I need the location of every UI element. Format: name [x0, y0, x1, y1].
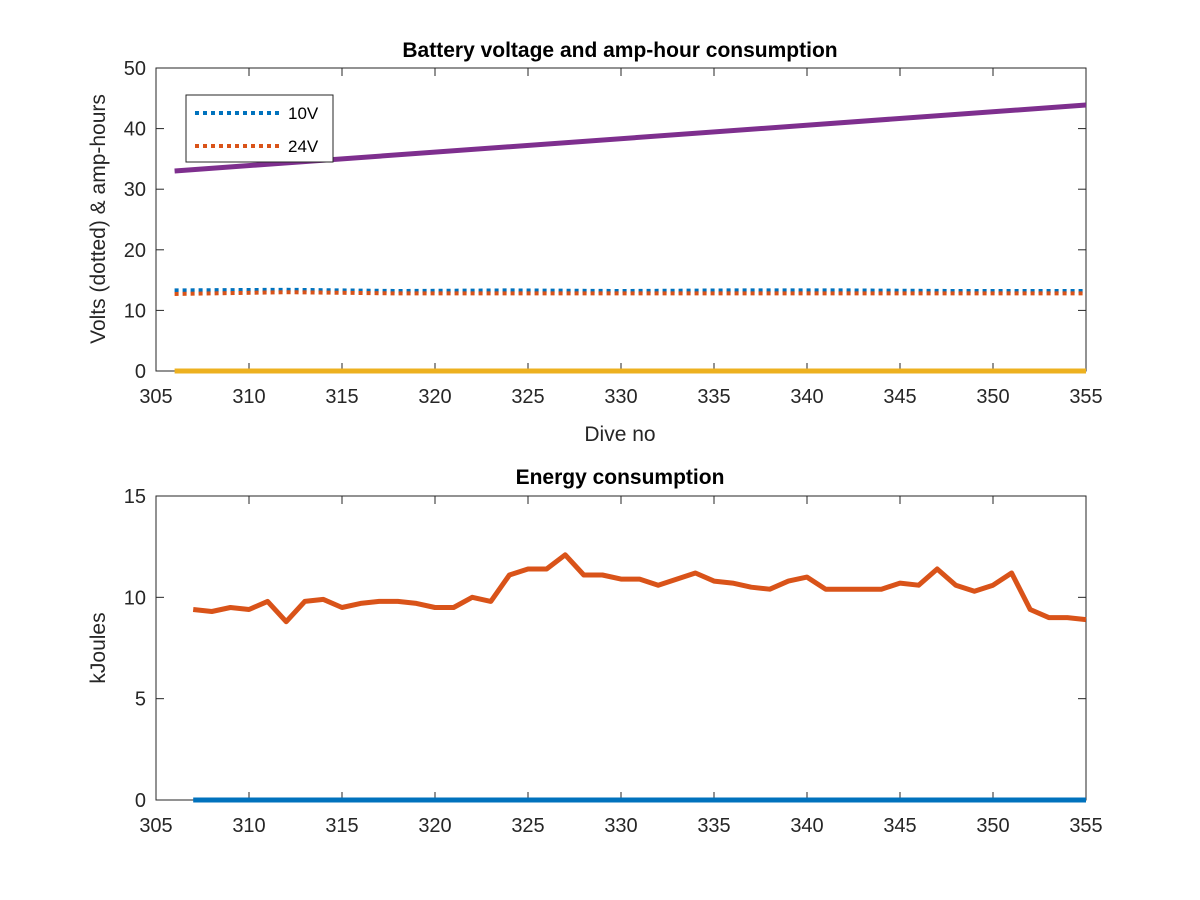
y-tick-label: 0 [135, 361, 146, 383]
energy-chart-plot-area: 305 310 315 320 325 330 335 340 345 350 355 0 5 10 15 [124, 486, 1103, 837]
energy-chart-ylabel: kJoules [87, 612, 110, 683]
y-tick-label: 30 [124, 179, 146, 201]
x-tick-label: 340 [790, 815, 823, 837]
x-tick-label: 340 [790, 386, 823, 408]
x-tick-label: 325 [511, 386, 544, 408]
x-tick-label: 355 [1069, 815, 1102, 837]
y-tick-label: 50 [124, 58, 146, 80]
x-tick-label: 305 [139, 815, 172, 837]
x-tick-label: 320 [418, 815, 451, 837]
x-tick-label: 315 [325, 386, 358, 408]
legend-label-24v: 24V [288, 137, 319, 156]
battery-chart-plot-area: 305 310 315 320 325 330 335 340 345 350 355 0 10 20 30… [124, 58, 1103, 408]
x-tick-label: 345 [883, 815, 916, 837]
x-tick-label: 310 [232, 815, 265, 837]
y-tick-label: 0 [135, 790, 146, 812]
series-line-24v [174, 290, 1086, 296]
series-line-10v [174, 287, 1086, 293]
x-tick-label: 330 [604, 815, 637, 837]
x-tick-label: 355 [1069, 386, 1102, 408]
y-tick-label: 15 [124, 486, 146, 508]
y-tick-label: 40 [124, 119, 146, 141]
energy-chart-title: Energy consumption [516, 466, 725, 489]
y-tick-label: 10 [124, 300, 146, 322]
x-tick-label: 305 [139, 386, 172, 408]
y-tick-label: 10 [124, 587, 146, 609]
battery-chart-legend: 10V 24V [185, 94, 334, 163]
battery-chart-xlabel: Dive no [584, 423, 655, 446]
energy-chart: Energy consumption kJoules 305 310 315 320 3… [87, 466, 1103, 837]
x-tick-label: 310 [232, 386, 265, 408]
x-tick-label: 320 [418, 386, 451, 408]
y-tick-label: 20 [124, 240, 146, 262]
x-tick-label: 335 [697, 815, 730, 837]
x-tick-label: 325 [511, 815, 544, 837]
legend-box [185, 94, 334, 163]
x-tick-label: 350 [976, 386, 1009, 408]
battery-chart-title: Battery voltage and amp-hour consumption [402, 39, 837, 62]
battery-chart-ylabel: Volts (dotted) & amp-hours [87, 94, 110, 344]
series-line-series-1 [192, 552, 1087, 625]
x-tick-label: 350 [976, 815, 1009, 837]
y-tick-label: 5 [135, 689, 146, 711]
battery-chart: Battery voltage and amp-hour consumption… [87, 39, 1103, 446]
x-tick-label: 335 [697, 386, 730, 408]
x-tick-label: 330 [604, 386, 637, 408]
x-tick-label: 315 [325, 815, 358, 837]
x-tick-label: 345 [883, 386, 916, 408]
legend-label-10v: 10V [288, 104, 319, 123]
